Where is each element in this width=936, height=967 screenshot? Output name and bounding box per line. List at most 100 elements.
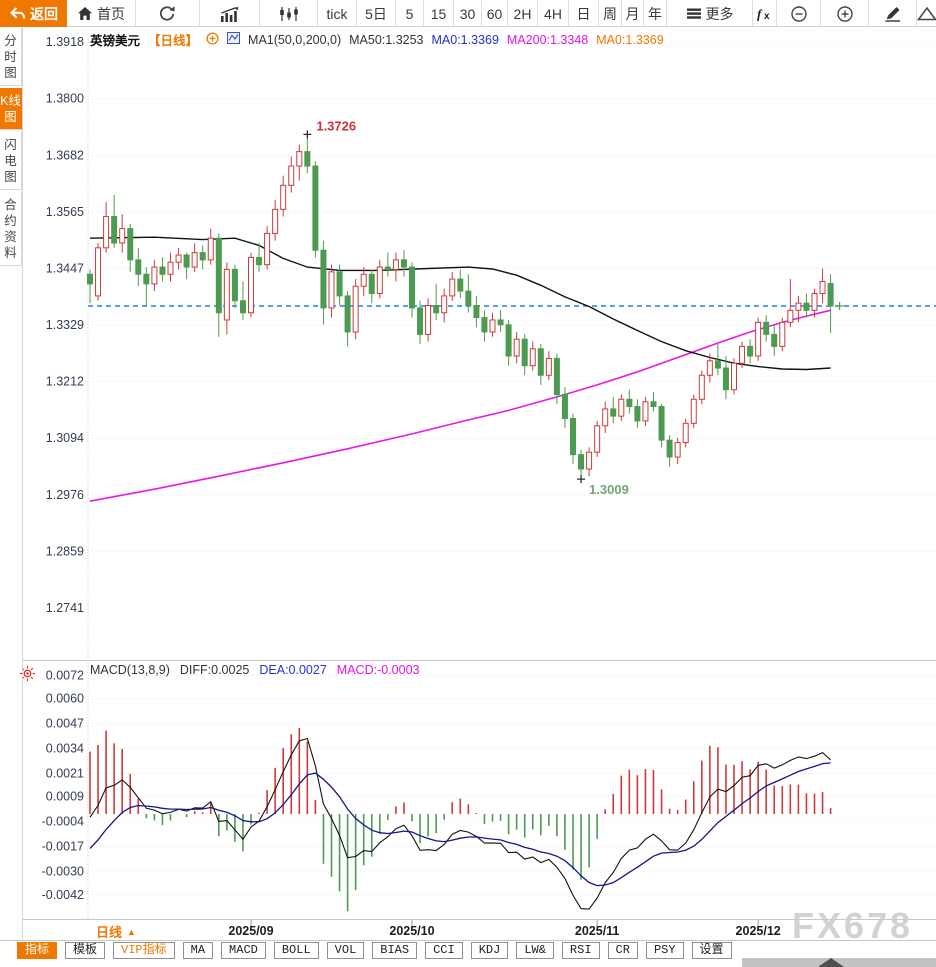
- candle-body: [706, 360, 713, 376]
- interval-tick-button[interactable]: tick: [318, 0, 357, 27]
- tab-indicators[interactable]: 指标: [17, 942, 58, 959]
- month-label: 2025/11: [575, 924, 620, 938]
- month-label: 2025/09: [228, 924, 273, 938]
- candle-body: [441, 295, 448, 314]
- price-axis-label: 1.3329: [46, 318, 84, 332]
- mini-chart-icon[interactable]: [227, 32, 241, 47]
- price-axis-label: 1.3212: [46, 375, 84, 389]
- tab-bias[interactable]: BIAS: [372, 942, 418, 959]
- toolbar-item-label: 周: [603, 5, 617, 22]
- candles-icon: [278, 6, 300, 22]
- candle-body: [473, 305, 480, 319]
- tab-vip-indicators[interactable]: VIP指标: [113, 942, 175, 959]
- tab-cci[interactable]: CCI: [425, 942, 463, 959]
- zoom-out-button[interactable]: [777, 0, 821, 27]
- tab-vol[interactable]: VOL: [326, 942, 365, 959]
- candle-body: [465, 290, 472, 307]
- tab-rsi[interactable]: RSI: [561, 942, 600, 959]
- home-button[interactable]: 首页: [67, 0, 136, 27]
- candle-body: [111, 216, 118, 244]
- candle-chart-button[interactable]: [260, 0, 318, 27]
- tab-macd[interactable]: MACD: [221, 942, 266, 959]
- scrollbar-arrow-icon: [818, 958, 844, 967]
- candle-body: [400, 259, 407, 268]
- tab-boll[interactable]: BOLL: [273, 942, 319, 959]
- bar-chart-icon: [219, 6, 241, 22]
- interval-month-button[interactable]: 月: [622, 0, 644, 27]
- interval-5d-button[interactable]: 5日: [357, 0, 396, 27]
- candle-body: [199, 252, 206, 261]
- candle-body: [384, 266, 391, 270]
- candle-body: [602, 408, 609, 427]
- interval-4h-button[interactable]: 4H: [538, 0, 569, 27]
- zoom-in-button[interactable]: [821, 0, 869, 27]
- menu-icon: [686, 7, 702, 20]
- price-axis-label: 1.3447: [46, 261, 84, 275]
- tab-kdj[interactable]: KDJ: [470, 942, 509, 959]
- price-axis-label: 1.3800: [46, 92, 84, 106]
- candle-body: [191, 252, 198, 268]
- candle-body: [594, 425, 601, 453]
- sidebar-tab-contract-info[interactable]: 合约资料: [0, 192, 22, 266]
- interval-2h-button[interactable]: 2H: [508, 0, 538, 27]
- add-indicator-icon[interactable]: [206, 31, 219, 48]
- candle-body: [376, 266, 383, 295]
- sidebar-tab-time-chart[interactable]: 分时图: [0, 28, 22, 86]
- candle-body: [642, 401, 649, 422]
- interval-30-button[interactable]: 30: [454, 0, 482, 27]
- sidebar-tab-kline-chart[interactable]: K线图: [0, 88, 22, 130]
- refresh-button[interactable]: [136, 0, 200, 27]
- candle-body: [449, 278, 456, 297]
- candle-body: [682, 422, 689, 444]
- interval-week-button[interactable]: 周: [599, 0, 622, 27]
- interval-5-button[interactable]: 5: [396, 0, 424, 27]
- high-price-annotation: 1.3726: [316, 118, 356, 133]
- tab-psy[interactable]: PSY: [645, 942, 684, 959]
- candle-body: [231, 268, 238, 302]
- price-chart-header: 英镑美元 【日线】 MA1(50,0,200,0) MA50:1.3253 MA…: [90, 30, 664, 49]
- candle-body: [119, 228, 126, 244]
- macd-header: MACD(13,8,9) DIFF:0.0025 DEA:0.0027 MACD…: [90, 663, 419, 677]
- candle-body: [626, 398, 633, 408]
- toolbar-item-label: 首页: [97, 5, 125, 22]
- candle-body: [634, 406, 641, 422]
- pencil-icon: [883, 5, 902, 22]
- interval-60-button[interactable]: 60: [482, 0, 508, 27]
- shapes-button[interactable]: [917, 0, 936, 27]
- candle-body: [811, 293, 818, 311]
- tab-lw[interactable]: LW&: [516, 942, 554, 959]
- interval-day-button[interactable]: 日: [569, 0, 599, 27]
- candle-body: [827, 282, 834, 307]
- back-button[interactable]: 返回: [0, 0, 67, 27]
- tab-cr[interactable]: CR: [607, 942, 638, 959]
- candle-body: [135, 259, 142, 275]
- period-selector[interactable]: 日线 ▲: [96, 922, 136, 941]
- interval-year-button[interactable]: 年: [644, 0, 667, 27]
- candle-body: [763, 321, 770, 335]
- tab-settings[interactable]: 设置: [691, 942, 732, 959]
- candle-body: [143, 273, 150, 285]
- sidebar-tab-flash-chart[interactable]: 闪电图: [0, 132, 22, 190]
- toolbar-item-label: 月: [625, 5, 640, 22]
- horizontal-scrollbar[interactable]: [742, 958, 936, 967]
- interval-15-button[interactable]: 15: [424, 0, 454, 27]
- candle-body: [505, 324, 512, 357]
- top-toolbar: 返回 首页 tick 5日 5 15 30 60 2H 4H 日周月年 更多 f x: [0, 0, 936, 27]
- draw-button[interactable]: [869, 0, 917, 27]
- candle-body: [561, 393, 568, 420]
- candle-body: [739, 345, 746, 364]
- more-button[interactable]: 更多: [667, 0, 753, 27]
- toolbar-item-label: 返回: [30, 5, 58, 22]
- macd-histogram: [89, 727, 832, 912]
- macd-dea-line: [89, 762, 831, 887]
- line-chart-button[interactable]: [200, 0, 260, 27]
- candle-body: [312, 165, 319, 251]
- candle-body: [87, 273, 93, 285]
- candle-body: [167, 261, 174, 275]
- toolbar-item-label: 15: [430, 5, 447, 22]
- ma0-blue-value: MA0:1.3369: [431, 32, 499, 47]
- tab-templates[interactable]: 模板: [65, 942, 106, 959]
- tab-ma[interactable]: MA: [182, 942, 214, 959]
